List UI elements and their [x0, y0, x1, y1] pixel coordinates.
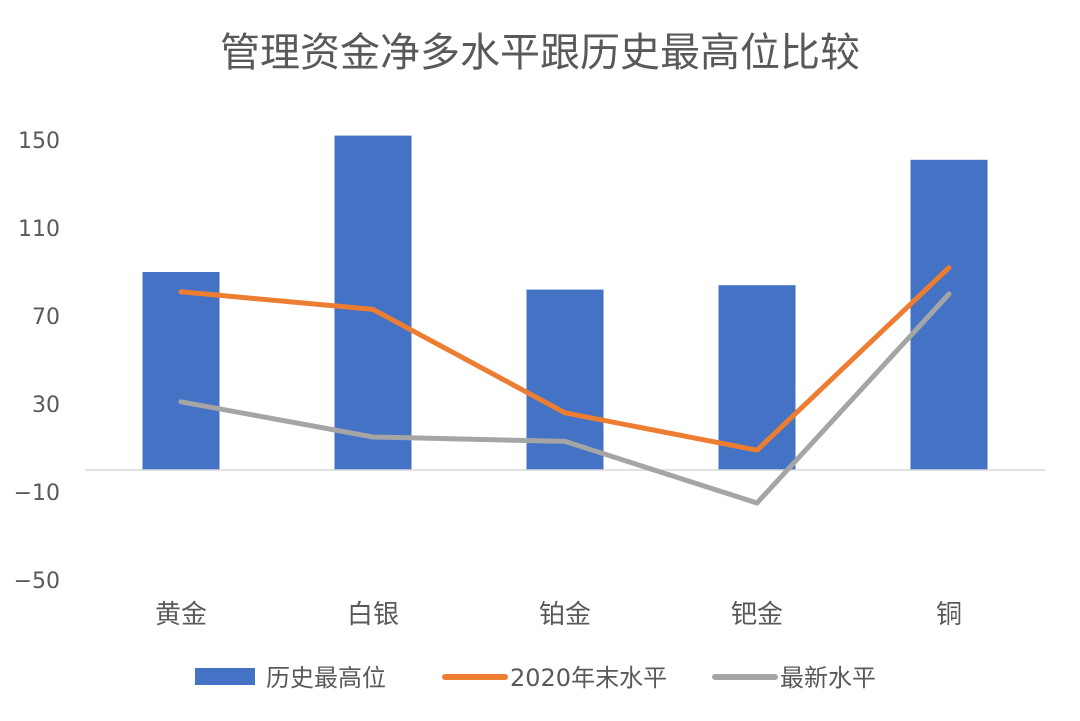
y-tick-label: −10: [14, 481, 60, 506]
y-tick-label: 110: [18, 217, 60, 242]
y-tick-label: 30: [32, 393, 60, 418]
x-category-label: 白银: [347, 600, 399, 630]
bar-4: [719, 285, 796, 470]
bar-2: [335, 136, 412, 470]
legend-label: 历史最高位: [266, 664, 386, 692]
x-category-label: 铂金: [539, 600, 591, 630]
y-tick-label: 70: [32, 305, 60, 330]
legend-label: 2020年末水平: [510, 664, 667, 692]
y-tick-label: 150: [18, 129, 60, 154]
legend-swatch-bar: [195, 668, 255, 685]
y-axis-labels: 150 110 70 30 −10 −50: [14, 129, 60, 594]
bar-5: [911, 160, 988, 470]
x-category-label: 黄金: [155, 600, 207, 630]
x-axis-labels: 黄金 白银 铂金 钯金 铜: [155, 600, 962, 630]
chart-title: 管理资金净多水平跟历史最高位比较: [220, 30, 860, 76]
legend: 历史最高位 2020年末水平 最新水平: [195, 664, 876, 692]
legend-label: 最新水平: [780, 664, 876, 692]
y-tick-label: −50: [14, 569, 60, 594]
x-category-label: 铜: [936, 600, 962, 630]
bar-1: [143, 272, 220, 470]
x-category-label: 钯金: [731, 600, 783, 630]
